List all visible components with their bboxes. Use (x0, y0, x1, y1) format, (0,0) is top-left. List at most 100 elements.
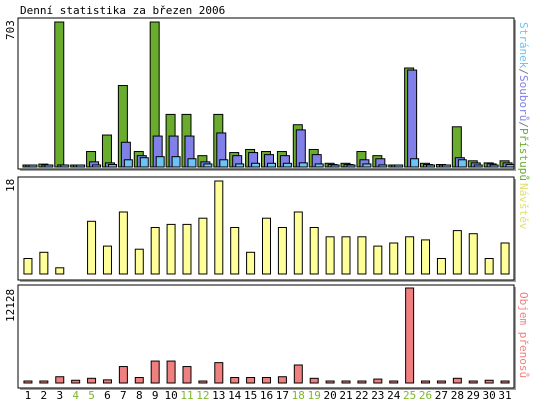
day-tick-label: 11 (180, 389, 193, 402)
bar-kbytes (357, 380, 367, 384)
bar-hits (101, 134, 112, 168)
bar-visits (293, 211, 303, 275)
bar-files (407, 69, 418, 168)
day-tick-label: 1 (25, 389, 32, 402)
bar-kbytes (134, 377, 144, 384)
bar-visits (182, 223, 192, 275)
hits-panel: 703 Stránek/Souborů/Přístupů (4, 17, 530, 181)
bar-visits (341, 236, 351, 275)
bar-pages (251, 162, 261, 168)
bar-kbytes (452, 377, 462, 384)
kbytes-panel-frame (17, 284, 515, 389)
bar-visits (309, 227, 319, 275)
bar-pages (489, 164, 499, 168)
day-tick-label: 22 (355, 389, 368, 402)
bar-pages (203, 163, 213, 168)
bar-visits (500, 242, 510, 275)
bar-visits (262, 217, 271, 275)
day-tick-label: 21 (339, 389, 352, 402)
bar-visits (484, 258, 494, 275)
bar-pages (139, 157, 149, 168)
day-tick-label: 7 (120, 389, 127, 402)
hits-legend-part: Souborů (517, 75, 530, 121)
bar-visits (87, 220, 97, 275)
day-tick-label: 6 (104, 389, 111, 402)
visits-legend-part: Návštěv (517, 183, 530, 230)
hits-ymax-label: 703 (4, 20, 17, 40)
bar-kbytes (182, 366, 192, 384)
bar-pages (107, 164, 117, 168)
bar-visits (23, 258, 33, 275)
bar-kbytes (246, 377, 256, 384)
bar-pages (282, 162, 292, 168)
bar-pages (155, 156, 165, 168)
bar-pages (378, 164, 388, 168)
bar-kbytes (150, 360, 160, 384)
day-tick-label: 24 (387, 389, 401, 402)
bar-kbytes (436, 380, 446, 384)
day-tick-label: 23 (371, 389, 384, 402)
bar-kbytes (277, 376, 287, 384)
bar-pages (473, 164, 483, 168)
bar-kbytes (389, 380, 399, 384)
bar-pages (330, 164, 340, 168)
bar-pages (92, 164, 102, 168)
day-tick-label: 12 (196, 389, 209, 402)
kbytes-panel: 12128 Objem přenosů (4, 284, 530, 390)
bar-kbytes (262, 377, 271, 384)
bar-pages (362, 163, 372, 168)
bar-kbytes (230, 377, 240, 384)
bar-kbytes (293, 364, 303, 384)
day-tick-label: 5 (88, 389, 95, 402)
bar-kbytes (341, 380, 351, 384)
day-tick-label: 20 (323, 389, 336, 402)
day-tick-label: 26 (419, 389, 432, 402)
kbytes-legend-part: Objem přenosů (517, 292, 530, 378)
bar-pages (394, 164, 404, 168)
bar-pages (314, 163, 324, 168)
bar-kbytes (166, 360, 176, 384)
bar-kbytes (500, 380, 510, 384)
chart-title: Denní statistika za březen 2006 (20, 4, 225, 17)
visits-panel: 18 Návštěv (4, 176, 530, 282)
day-tick-label: 8 (136, 389, 143, 402)
bar-pages (441, 164, 451, 168)
bar-pages (410, 158, 420, 168)
bar-pages (171, 156, 181, 168)
bar-visits (325, 236, 335, 275)
bar-visits (373, 245, 383, 275)
bar-kbytes (468, 380, 478, 384)
bar-kbytes (87, 377, 97, 384)
bar-kbytes (421, 380, 431, 384)
bar-visits (246, 251, 256, 275)
visits-legend: Návštěv (517, 183, 530, 230)
day-tick-label: 16 (260, 389, 273, 402)
bar-visits (357, 236, 367, 275)
bar-pages (426, 164, 436, 168)
bar-kbytes (118, 366, 128, 384)
bar-visits (118, 211, 128, 275)
bar-visits (134, 248, 144, 275)
bar-visits (214, 180, 224, 275)
hits-legend-part: Přístupů (517, 128, 530, 181)
day-tick-label: 15 (244, 389, 257, 402)
visits-ymax-label: 18 (4, 179, 17, 192)
bar-visits (39, 251, 49, 275)
day-tick-label: 9 (152, 389, 159, 402)
day-tick-label: 10 (164, 389, 177, 402)
day-tick-label: 2 (41, 389, 48, 402)
day-axis: 1 2 3 4 5 6 7 8 9 10 11 12 13 14 15 16 17 18 19 20 21 22 23 24 2… (25, 389, 512, 402)
bar-kbytes (214, 362, 224, 384)
bar-kbytes (55, 376, 65, 384)
hits-panel-frame (17, 17, 515, 170)
bar-kbytes (39, 380, 49, 384)
day-tick-label: 14 (228, 389, 242, 402)
day-tick-label: 4 (72, 389, 79, 402)
bar-visits (55, 267, 65, 275)
bar-kbytes (405, 287, 415, 384)
hits-legend-part: / (517, 121, 530, 128)
bar-pages (123, 159, 133, 168)
kbytes-legend: Objem přenosů (517, 292, 530, 378)
